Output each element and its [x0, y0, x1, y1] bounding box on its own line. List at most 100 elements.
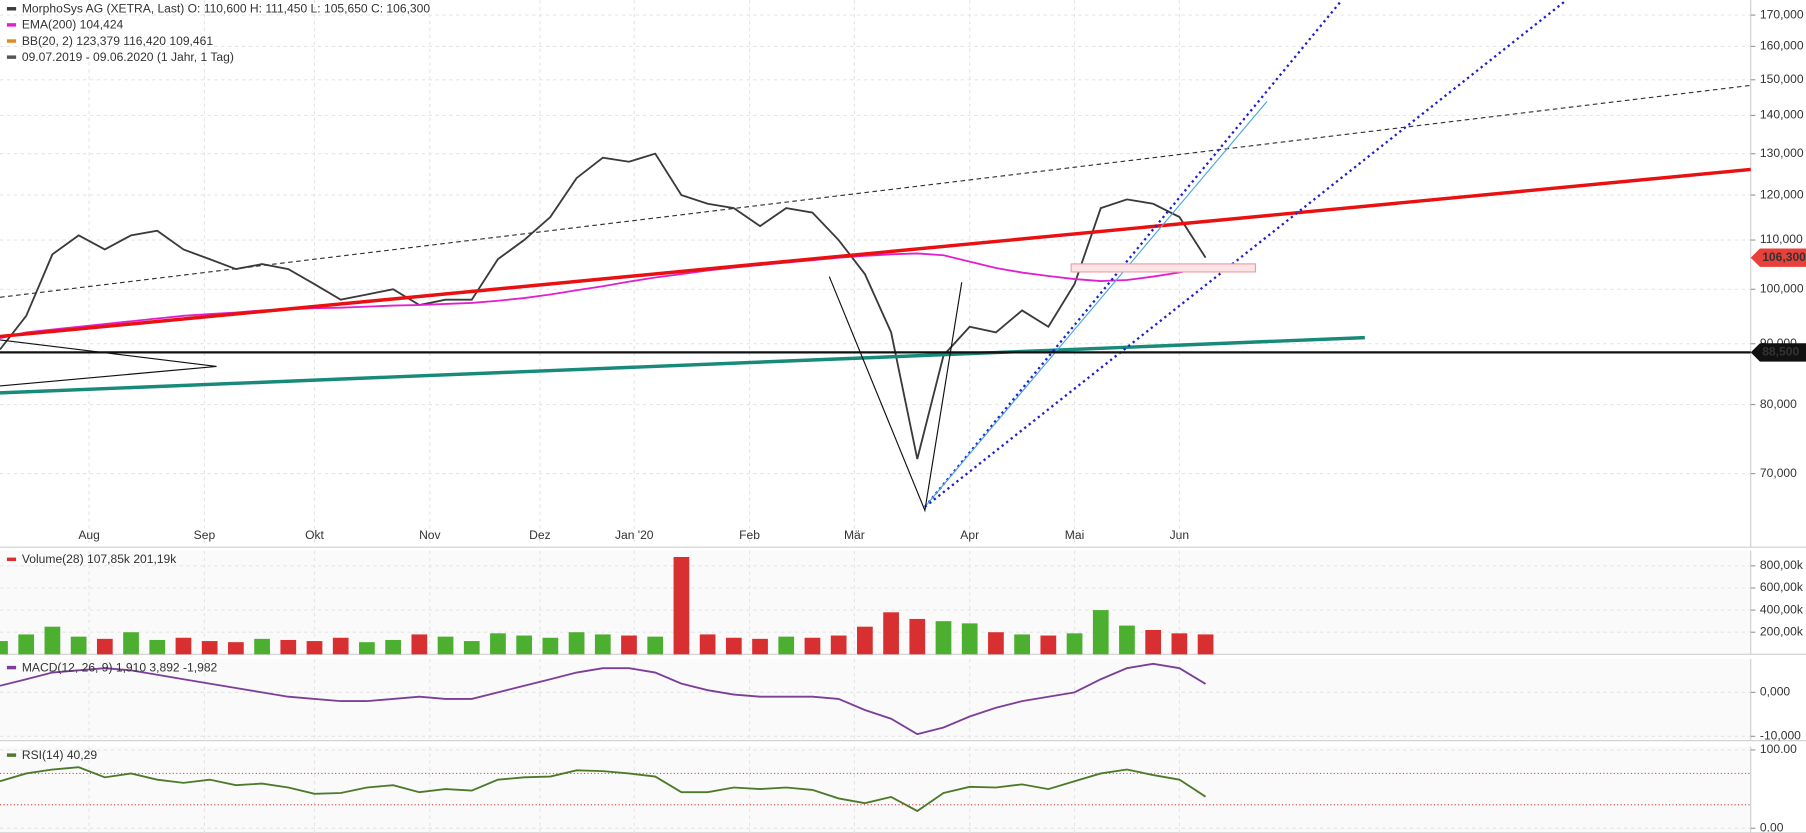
drawings [0, 0, 1751, 513]
legend-swatch [6, 753, 17, 757]
volume-bar [988, 632, 1004, 655]
zone [1070, 263, 1257, 273]
volume-bar [752, 638, 768, 655]
volume-bar [123, 632, 139, 655]
x-tick-label: Aug [78, 528, 99, 542]
volume-bar [254, 638, 270, 655]
series-line [0, 766, 1207, 813]
x-tick-label: Apr [960, 528, 979, 542]
price-flag [1750, 343, 1806, 362]
volume-bar [725, 637, 742, 655]
y-tick-label: 600,00k [1760, 580, 1804, 594]
legend-label: BB(20, 2) 123,379 116,420 109,461 [22, 34, 213, 48]
legend-label: EMA(200) 104,424 [22, 18, 124, 32]
y-tick-label: 800,00k [1760, 558, 1804, 572]
legend-label: 09.07.2019 - 09.06.2020 (1 Jahr, 1 Tag) [22, 50, 234, 64]
volume-bar [44, 626, 61, 655]
volume-bar [516, 635, 533, 655]
x-tick-label: Mär [844, 528, 865, 542]
x-tick-label: Nov [419, 528, 440, 542]
channel-line [924, 0, 1568, 508]
overlay: 106,300 88,500 MorphoSys AG (XETRA, Last) … [0, 2, 1806, 762]
volume-bar [1014, 634, 1030, 655]
legend-swatch [6, 7, 17, 11]
legend-swatch [6, 55, 17, 59]
volume-bar [18, 634, 35, 655]
y-tick-label: 120,000 [1760, 187, 1804, 201]
volume-bar [804, 637, 821, 655]
volume-bar [542, 637, 559, 655]
volume-bar [673, 556, 690, 655]
volume-bar [1145, 630, 1162, 655]
legend-label: MACD(12, 26, 9) 1,910 3,892 -1,982 [22, 660, 218, 674]
legend-label: Volume(28) 107,85k 201,19k [22, 552, 177, 566]
y-tick-label: -10,000 [1760, 729, 1801, 743]
volume-bar [568, 632, 585, 655]
dashed-trend-line [0, 84, 1751, 298]
volume-bar [935, 621, 952, 655]
volume-bar [437, 636, 454, 655]
y-tick-label: 170,000 [1760, 7, 1804, 21]
volume-bar [96, 638, 113, 655]
y-tick-label: 110,000 [1760, 232, 1803, 246]
volume-bar [830, 635, 847, 655]
price-flag-label: 88,500 [1762, 345, 1799, 359]
y-tick-label: 130,000 [1760, 146, 1804, 160]
legend-swatch [6, 23, 17, 27]
volume-bar [490, 633, 506, 655]
legend-swatch [6, 39, 17, 43]
y-tick-label: 150,000 [1760, 72, 1804, 86]
volume-bar [306, 641, 323, 655]
teal-trend-line [0, 335, 1365, 395]
y-tick-label: 160,000 [1760, 39, 1804, 53]
volume-bar [1066, 633, 1083, 655]
legend-label: MorphoSys AG (XETRA, Last) O: 110,600 H:… [22, 2, 430, 16]
series-line [0, 662, 1207, 736]
price-flag [1750, 248, 1806, 267]
series-line [0, 252, 1206, 339]
y-tick-label: 80,000 [1760, 397, 1797, 411]
volume-bar [857, 626, 873, 655]
volume-bar [385, 639, 401, 655]
triangle-lines [0, 339, 217, 387]
x-tick-label: Okt [305, 528, 324, 542]
panel-bg [0, 0, 1751, 547]
volume-bar [778, 636, 795, 655]
y-tick-label: 100,000 [1760, 281, 1804, 295]
volume-bar [228, 642, 244, 655]
volume-bar [621, 635, 637, 655]
volume-bar [594, 634, 611, 655]
x-tick-label: Mai [1065, 528, 1084, 542]
x-tick-label: Jan '20 [615, 528, 654, 542]
y-tick-label: 0,000 [1760, 685, 1791, 699]
volume-bar [883, 612, 899, 655]
panel-bg [0, 746, 1751, 833]
volume-bar [1171, 633, 1188, 655]
x-tick-label: Sep [194, 528, 216, 542]
x-tick-label: Jun [1170, 528, 1189, 542]
x-tick-label: Dez [529, 528, 550, 542]
volume-bar [1197, 634, 1214, 655]
legend-swatch [6, 665, 17, 670]
light-trend-line [924, 101, 1268, 508]
v-lines [828, 276, 963, 513]
panel-bg [0, 658, 1751, 741]
volume-bar [149, 639, 166, 655]
volume-bar [332, 637, 349, 655]
volume-bar [1119, 625, 1135, 655]
volume-bar [647, 636, 664, 655]
y-tick-label: 200,00k [1760, 624, 1804, 638]
legend-swatch [6, 557, 17, 562]
price-flag-label: 106,300 [1762, 250, 1806, 264]
y-tick-label: 70,000 [1760, 466, 1797, 480]
volume-bar [411, 634, 428, 655]
volume-bar [280, 639, 297, 655]
volume-bar [961, 623, 978, 655]
volume-bar [0, 641, 8, 655]
y-tick-label: 0.00 [1760, 820, 1784, 833]
volume-bar [909, 618, 926, 655]
y-tick-label: 400,00k [1760, 602, 1804, 616]
y-tick-label: 100.00 [1760, 742, 1797, 756]
